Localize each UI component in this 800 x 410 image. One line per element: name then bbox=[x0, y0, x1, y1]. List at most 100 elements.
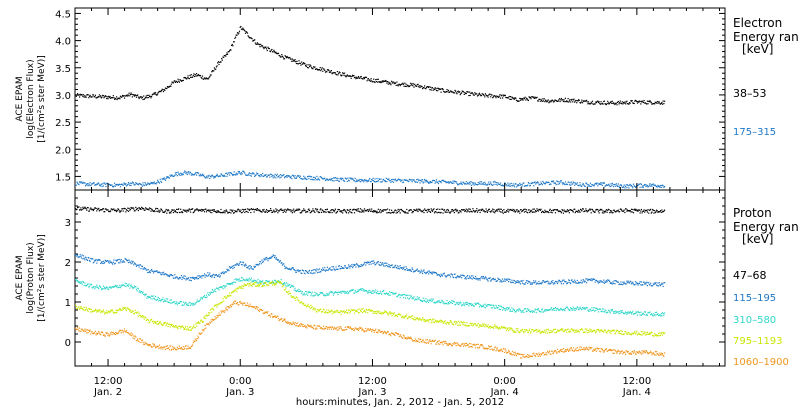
data-point bbox=[208, 174, 210, 176]
data-point bbox=[465, 303, 467, 305]
data-point bbox=[225, 297, 227, 299]
data-point bbox=[81, 283, 83, 285]
data-point bbox=[371, 210, 373, 213]
data-point bbox=[510, 98, 512, 100]
data-point bbox=[547, 100, 549, 102]
data-point bbox=[82, 182, 85, 184]
data-point bbox=[449, 212, 451, 214]
data-point bbox=[423, 212, 425, 214]
data-point bbox=[224, 212, 226, 214]
data-point bbox=[285, 210, 288, 212]
data-point bbox=[421, 181, 423, 183]
data-point bbox=[170, 210, 172, 212]
data-point bbox=[658, 211, 660, 213]
data-point bbox=[221, 301, 223, 303]
data-point bbox=[550, 183, 552, 185]
data-point bbox=[531, 211, 533, 213]
data-point bbox=[621, 103, 623, 105]
data-point bbox=[608, 309, 610, 311]
data-point bbox=[512, 282, 514, 284]
data-point bbox=[473, 210, 475, 212]
data-point bbox=[162, 273, 164, 275]
data-point bbox=[255, 174, 257, 176]
data-point bbox=[533, 282, 535, 284]
data-point bbox=[231, 172, 233, 174]
data-point bbox=[609, 210, 611, 212]
data-point bbox=[481, 208, 483, 210]
data-point bbox=[530, 282, 532, 284]
data-point bbox=[361, 209, 363, 211]
data-point bbox=[648, 185, 650, 188]
data-point bbox=[158, 90, 161, 93]
data-point bbox=[318, 293, 321, 295]
data-point bbox=[230, 212, 232, 214]
data-point bbox=[317, 211, 319, 213]
data-point bbox=[162, 178, 165, 180]
data-point bbox=[77, 306, 79, 308]
data-point bbox=[179, 174, 181, 176]
data-point bbox=[482, 304, 484, 306]
data-point bbox=[299, 62, 301, 64]
data-point bbox=[426, 272, 428, 274]
data-point bbox=[446, 89, 448, 91]
data-point bbox=[222, 212, 224, 214]
data-point bbox=[172, 209, 174, 211]
data-point bbox=[636, 314, 639, 316]
data-point bbox=[259, 283, 261, 285]
data-point bbox=[451, 182, 453, 184]
data-point bbox=[634, 100, 636, 102]
data-point bbox=[368, 179, 370, 181]
data-point bbox=[101, 288, 103, 290]
data-point bbox=[294, 269, 296, 271]
data-point bbox=[307, 303, 309, 305]
data-point bbox=[131, 96, 133, 98]
data-point bbox=[608, 183, 610, 185]
data-point bbox=[656, 210, 658, 212]
data-point bbox=[145, 293, 147, 295]
data-point bbox=[111, 310, 113, 312]
data-point bbox=[227, 51, 229, 53]
data-point bbox=[322, 292, 324, 294]
data-point bbox=[562, 279, 564, 281]
data-point bbox=[373, 180, 375, 182]
data-point bbox=[168, 323, 170, 325]
data-point bbox=[450, 90, 452, 92]
data-point bbox=[488, 304, 490, 306]
data-point bbox=[488, 93, 490, 95]
data-point bbox=[236, 32, 239, 34]
data-point bbox=[554, 212, 557, 214]
data-point bbox=[173, 80, 175, 82]
data-point bbox=[526, 98, 528, 100]
data-point bbox=[583, 211, 585, 213]
data-point bbox=[246, 31, 248, 33]
data-point bbox=[119, 211, 121, 213]
data-point bbox=[428, 210, 430, 212]
data-point bbox=[239, 261, 241, 263]
data-point bbox=[220, 61, 222, 63]
data-point bbox=[598, 183, 600, 185]
data-point bbox=[620, 208, 622, 210]
data-point bbox=[296, 208, 298, 210]
data-point bbox=[360, 178, 362, 181]
data-point bbox=[367, 290, 369, 292]
data-point bbox=[329, 311, 331, 313]
data-point bbox=[284, 268, 286, 270]
data-point bbox=[145, 207, 147, 209]
data-point bbox=[366, 291, 368, 293]
data-point bbox=[472, 277, 475, 279]
data-point bbox=[326, 269, 328, 271]
data-point bbox=[408, 180, 410, 183]
data-point bbox=[254, 42, 256, 44]
data-point bbox=[660, 313, 662, 315]
data-point bbox=[143, 95, 145, 97]
data-point bbox=[564, 97, 566, 99]
data-point bbox=[109, 260, 111, 262]
data-point bbox=[248, 37, 250, 39]
data-point bbox=[191, 208, 193, 210]
data-point bbox=[119, 309, 122, 311]
data-point bbox=[503, 185, 505, 187]
data-point bbox=[156, 270, 158, 272]
data-point bbox=[112, 261, 114, 263]
data-point bbox=[615, 211, 617, 213]
data-point bbox=[442, 212, 444, 214]
